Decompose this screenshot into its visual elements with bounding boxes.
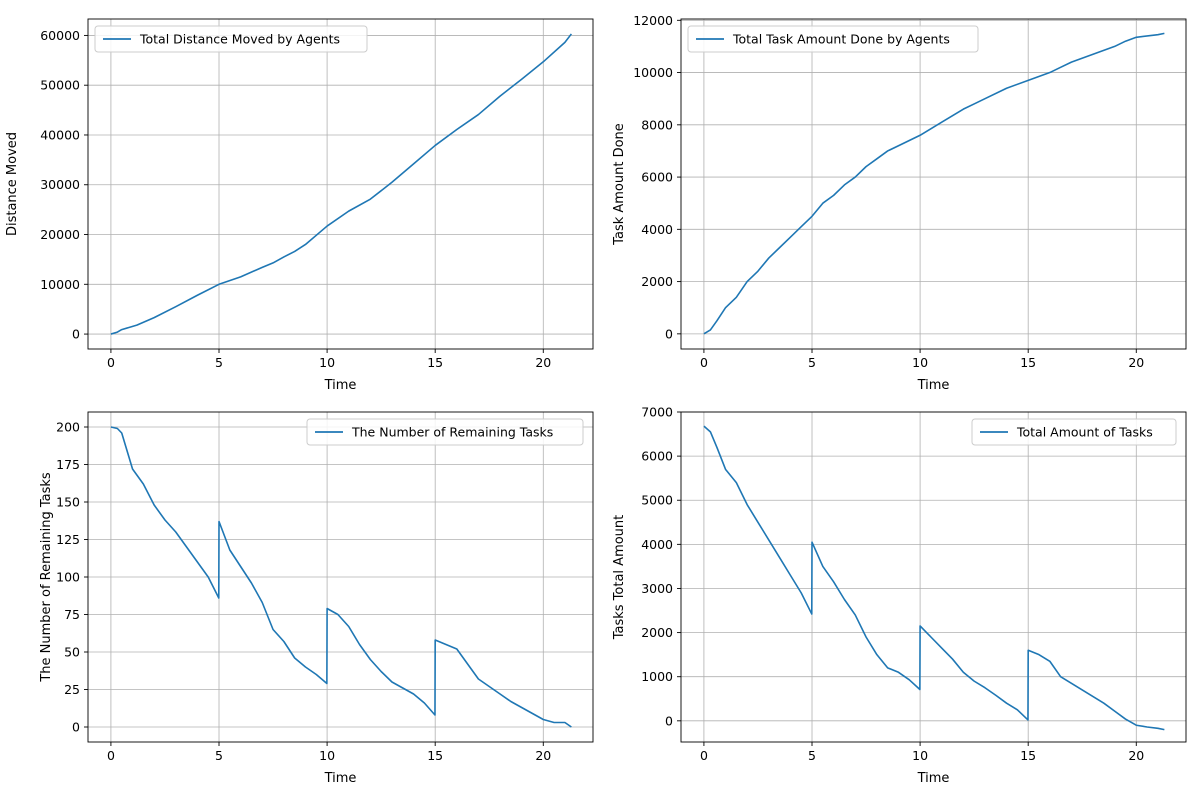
legend: Total Amount of Tasks	[971, 418, 1177, 446]
x-tick-label: 0	[700, 748, 708, 763]
x-tick-label: 5	[808, 748, 816, 763]
axes-frame	[680, 411, 1187, 743]
x-tick-label: 20	[535, 355, 551, 370]
y-tick-label: 175	[56, 457, 80, 472]
y-tick-label: 6000	[641, 170, 673, 185]
y-tick-label: 2000	[641, 274, 673, 289]
x-tick-label: 10	[912, 748, 928, 763]
y-tick-label: 125	[56, 532, 80, 547]
series-line	[110, 426, 572, 728]
panel-distance-moved: 0 5 10 15 20 0 10000 20000 30000 40000 50000 60000 T…	[5, 18, 594, 393]
y-tick-label: 10000	[633, 65, 673, 80]
y-tick-label: 100	[56, 570, 80, 585]
legend-box	[971, 418, 1177, 446]
y-tick-label: 4000	[641, 537, 673, 552]
legend-box	[306, 418, 584, 446]
legend-box	[94, 25, 368, 53]
y-tick-label: 30000	[40, 177, 80, 192]
y-tick-label: 2000	[641, 625, 673, 640]
x-tick-label: 20	[1128, 355, 1144, 370]
y-tick-label: 0	[72, 327, 80, 342]
y-tick-label: 10000	[40, 277, 80, 292]
panel-tasks-total-amount: 0 5 10 15 20 0 1000 2000 3000 4000 5000 6000 7000 Tim…	[612, 405, 1187, 786]
legend-label: Total Amount of Tasks	[1016, 425, 1153, 440]
x-axis-label: Time	[917, 378, 950, 393]
y-tick-label: 6000	[641, 449, 673, 464]
x-tick-label: 20	[535, 748, 551, 763]
y-tick-label: 150	[56, 495, 80, 510]
y-tick-label: 50	[64, 645, 80, 660]
y-tick-label: 8000	[641, 117, 673, 132]
x-tick-label: 0	[700, 355, 708, 370]
y-tick-label: 0	[665, 326, 673, 341]
x-axis-label: Time	[917, 771, 950, 786]
y-tick-label: 1000	[641, 669, 673, 684]
x-tick-label: 15	[1020, 355, 1036, 370]
y-tick-label: 0	[72, 720, 80, 735]
y-axis-label: Task Amount Done	[612, 123, 627, 246]
legend: Total Task Amount Done by Agents	[687, 25, 979, 53]
legend: Total Distance Moved by Agents	[94, 25, 368, 53]
y-axis-label: The Number of Remaining Tasks	[39, 472, 54, 683]
x-tick-label: 15	[427, 748, 443, 763]
y-tick-label: 40000	[40, 127, 80, 142]
series-line	[110, 33, 573, 335]
y-tick-label: 0	[665, 713, 673, 728]
x-tick-label: 20	[1128, 748, 1144, 763]
x-tick-label: 5	[808, 355, 816, 370]
y-tick-label: 5000	[641, 493, 673, 508]
x-tick-label: 10	[319, 355, 335, 370]
x-axis-label: Time	[324, 378, 357, 393]
axes-frame	[680, 18, 1187, 350]
x-tick-label: 0	[107, 355, 115, 370]
y-tick-label: 25	[64, 682, 80, 697]
y-axis-label: Distance Moved	[5, 132, 20, 236]
series-line	[703, 32, 1165, 335]
y-tick-label: 7000	[641, 405, 673, 420]
y-tick-label: 200	[56, 420, 80, 435]
x-tick-label: 15	[1020, 748, 1036, 763]
legend-label: The Number of Remaining Tasks	[351, 425, 553, 440]
series-line	[703, 425, 1165, 731]
x-tick-label: 5	[215, 748, 223, 763]
y-tick-label: 4000	[641, 222, 673, 237]
x-tick-label: 10	[912, 355, 928, 370]
legend-box	[687, 25, 979, 53]
legend: The Number of Remaining Tasks	[306, 418, 584, 446]
legend-label: Total Task Amount Done by Agents	[732, 32, 950, 47]
x-axis-label: Time	[324, 771, 357, 786]
x-tick-label: 5	[215, 355, 223, 370]
x-tick-label: 10	[319, 748, 335, 763]
y-axis-label: Tasks Total Amount	[612, 515, 627, 641]
y-tick-label: 3000	[641, 581, 673, 596]
y-tick-label: 20000	[40, 227, 80, 242]
panel-task-amount-done: 0 5 10 15 20 0 2000 4000 6000 8000 10000 12000 Time T…	[612, 13, 1187, 393]
x-tick-label: 15	[427, 355, 443, 370]
y-tick-label: 60000	[40, 28, 80, 43]
legend-label: Total Distance Moved by Agents	[139, 32, 340, 47]
y-tick-label: 50000	[40, 78, 80, 93]
x-tick-label: 0	[107, 748, 115, 763]
y-tick-label: 12000	[633, 13, 673, 28]
axes-frame	[87, 18, 594, 350]
y-tick-label: 75	[64, 607, 80, 622]
